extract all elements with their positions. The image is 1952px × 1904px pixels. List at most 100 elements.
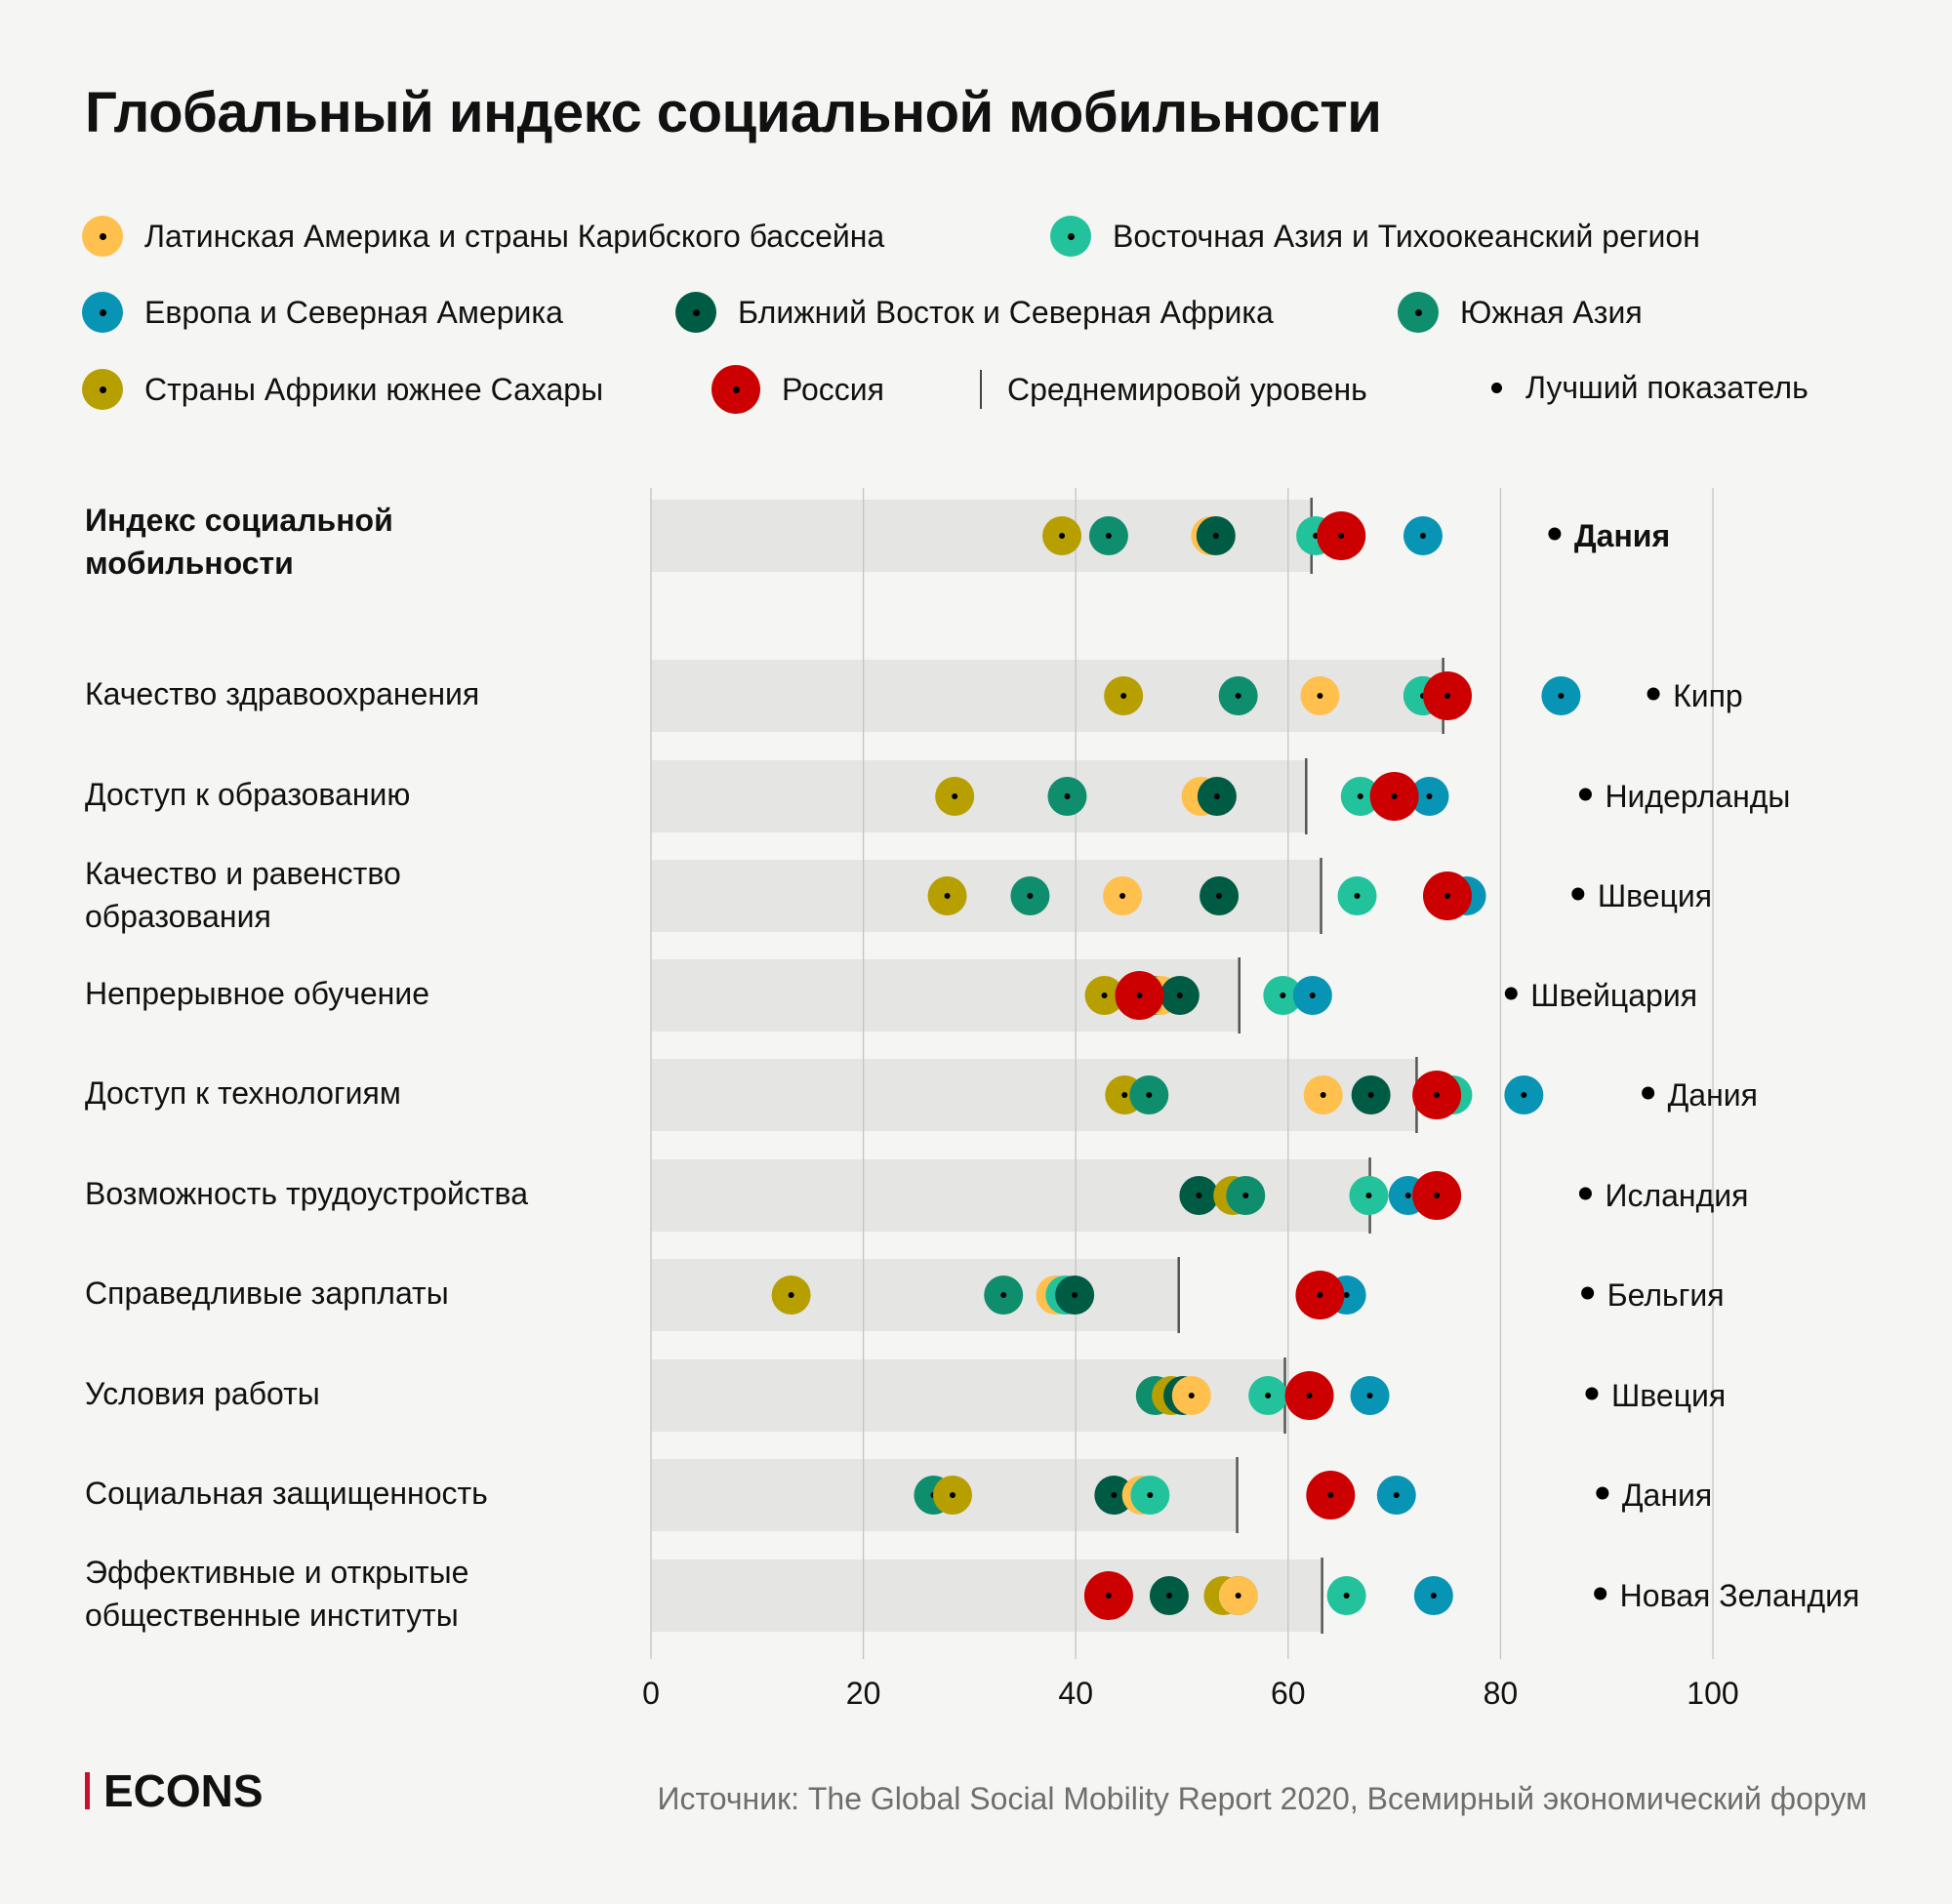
legend-dot-icon bbox=[1050, 216, 1091, 257]
dot-center bbox=[788, 1292, 794, 1298]
dot-center bbox=[1343, 1593, 1350, 1599]
row-label-line: Справедливые зарплаты bbox=[85, 1276, 449, 1311]
best-country-label: Дания bbox=[1574, 518, 1670, 553]
dot-center bbox=[1027, 893, 1034, 899]
dot-center bbox=[1196, 1193, 1202, 1198]
best-dot bbox=[1581, 1286, 1595, 1300]
x-tick-label: 80 bbox=[1484, 1676, 1519, 1711]
dot-center bbox=[1213, 793, 1220, 799]
best-country-label: Новая Зеландия bbox=[1620, 1578, 1860, 1613]
dot-center bbox=[1188, 1393, 1195, 1398]
dot-center bbox=[1391, 793, 1398, 799]
row-label: Справедливые зарплаты bbox=[85, 1272, 449, 1315]
dot-center bbox=[1119, 893, 1126, 899]
row-label: Доступ к технологиям bbox=[85, 1072, 401, 1114]
row-label: Условия работы bbox=[85, 1372, 320, 1415]
row-label: Индекс социальной мобильности bbox=[85, 499, 393, 585]
dot-center bbox=[1393, 1492, 1400, 1498]
best-country-label: Швеция bbox=[1611, 1378, 1726, 1413]
legend-dot-icon bbox=[82, 216, 123, 257]
row-label-line: Возможность трудоустройства bbox=[85, 1176, 528, 1211]
dot-center bbox=[1280, 993, 1286, 998]
dot-center bbox=[1146, 1092, 1153, 1098]
dot-center bbox=[1366, 1393, 1373, 1398]
legend-dot-icon bbox=[712, 365, 760, 414]
legend-label: Среднемировой уровень bbox=[1007, 371, 1367, 407]
dot-center bbox=[1136, 993, 1143, 998]
dot-center bbox=[1101, 993, 1108, 998]
row-label-line: образования bbox=[85, 899, 271, 934]
dot-center bbox=[1434, 1092, 1441, 1098]
dot-center bbox=[1426, 793, 1433, 799]
dot-center bbox=[1064, 793, 1071, 799]
best-country-label: Швейцария bbox=[1530, 978, 1697, 1013]
legend-dot-icon bbox=[82, 292, 123, 333]
row-label-line: Качество здравоохранения bbox=[85, 676, 480, 711]
legend-latam: Латинская Америка и страны Карибского ба… bbox=[82, 216, 884, 257]
dot-center bbox=[1000, 1292, 1007, 1298]
dot-center bbox=[1235, 1593, 1241, 1599]
dot-center bbox=[1444, 893, 1450, 899]
best-country-label: Швеция bbox=[1598, 878, 1712, 913]
row-label-line: Качество и равенство bbox=[85, 856, 401, 891]
dot-center bbox=[1430, 1593, 1437, 1599]
row-label-line: Индекс социальной bbox=[85, 503, 393, 538]
best-dot bbox=[1642, 1086, 1655, 1100]
dot-center bbox=[1343, 1292, 1350, 1298]
row-band bbox=[651, 1059, 1417, 1131]
legend-ssa: Страны Африки южнее Сахары bbox=[82, 369, 603, 410]
x-tick-label: 20 bbox=[846, 1676, 881, 1711]
dot-center bbox=[1365, 1193, 1372, 1198]
row-band bbox=[651, 1259, 1179, 1331]
row-label-line: Непрерывное обучение bbox=[85, 976, 430, 1011]
dot-center bbox=[952, 793, 958, 799]
row-label-line: Эффективные и открытые bbox=[85, 1555, 469, 1590]
legend-europe: Европа и Северная Америка bbox=[82, 292, 563, 333]
legend-label: Южная Азия bbox=[1460, 294, 1643, 330]
dot-center bbox=[1521, 1092, 1527, 1098]
dot-center bbox=[1216, 893, 1223, 899]
dot-center bbox=[1317, 693, 1323, 699]
best-dot bbox=[1647, 687, 1660, 701]
dot-center bbox=[1111, 1492, 1118, 1498]
dot-center bbox=[1317, 1292, 1323, 1298]
best-country-label: Нидерланды bbox=[1605, 779, 1790, 814]
best-dot bbox=[1578, 1187, 1592, 1200]
dot-center bbox=[1121, 1092, 1128, 1098]
best-country-label: Бельгия bbox=[1607, 1277, 1725, 1313]
legend-label: Европа и Северная Америка bbox=[144, 294, 563, 330]
legend-average: Среднемировой уровень bbox=[974, 370, 1367, 409]
best-dot bbox=[1585, 1387, 1599, 1400]
row-label: Качество здравоохранения bbox=[85, 672, 479, 715]
dot-center bbox=[1404, 1193, 1411, 1198]
dot-center bbox=[1059, 533, 1066, 539]
dot-center bbox=[1235, 693, 1241, 699]
row-label: Возможность трудоустройства bbox=[85, 1172, 528, 1215]
dot-center bbox=[1434, 1193, 1441, 1198]
legend-mena: Ближний Восток и Северная Африка bbox=[675, 292, 1274, 333]
best-dot bbox=[1571, 887, 1585, 901]
row-label-line: мобильности bbox=[85, 546, 294, 581]
row-label: Непрерывное обучение bbox=[85, 972, 429, 1015]
x-tick-label: 40 bbox=[1058, 1676, 1093, 1711]
legend-label: Ближний Восток и Северная Африка bbox=[738, 294, 1274, 330]
dot-center bbox=[1105, 1593, 1112, 1599]
row-label-line: общественные институты bbox=[85, 1598, 459, 1633]
best-dot bbox=[1578, 788, 1592, 801]
legend-russia: Россия bbox=[712, 365, 884, 414]
dot-center bbox=[944, 893, 951, 899]
dot-center bbox=[1176, 993, 1183, 998]
dot-center bbox=[1309, 993, 1316, 998]
dot-center bbox=[1338, 533, 1345, 539]
legend-best: Лучший показатель bbox=[1480, 370, 1809, 406]
legend-dot-icon bbox=[1398, 292, 1439, 333]
dot-center bbox=[1320, 1092, 1326, 1098]
dot-center bbox=[1242, 1193, 1249, 1198]
legend-eastasia: Восточная Азия и Тихоокеанский регион bbox=[1050, 216, 1700, 257]
dot-center bbox=[1165, 1593, 1172, 1599]
dot-center bbox=[1265, 1393, 1272, 1398]
best-country-label: Исландия bbox=[1605, 1178, 1748, 1213]
dot-center bbox=[1105, 533, 1112, 539]
dot-center bbox=[949, 1492, 956, 1498]
